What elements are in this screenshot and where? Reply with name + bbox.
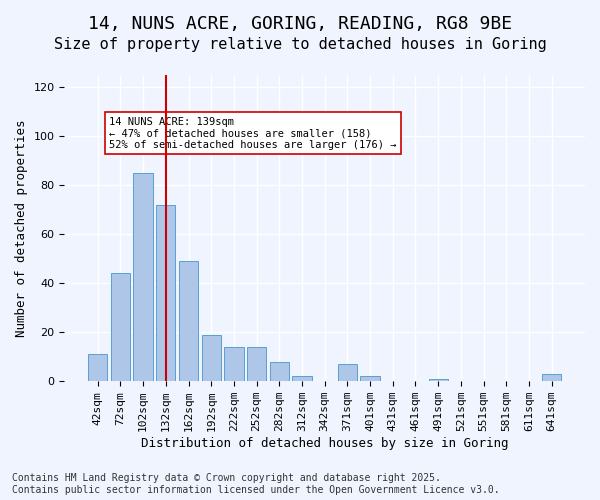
Bar (269, 362, 289, 381)
Bar (88, 354, 107, 381)
Text: 14 NUNS ACRE: 139sqm
← 47% of detached houses are smaller (158)
52% of semi-deta: 14 NUNS ACRE: 139sqm ← 47% of detached h… (109, 116, 397, 150)
Bar (111, 274, 130, 381)
Bar (292, 376, 311, 381)
Text: Size of property relative to detached houses in Goring: Size of property relative to detached ho… (53, 38, 547, 52)
Text: 14, NUNS ACRE, GORING, READING, RG8 9BE: 14, NUNS ACRE, GORING, READING, RG8 9BE (88, 15, 512, 33)
Bar (202, 334, 221, 381)
Bar (133, 173, 153, 381)
Bar (428, 379, 448, 381)
Bar (224, 347, 244, 381)
Bar (361, 376, 380, 381)
Y-axis label: Number of detached properties: Number of detached properties (15, 120, 28, 337)
X-axis label: Distribution of detached houses by size in Goring: Distribution of detached houses by size … (141, 437, 508, 450)
Bar (156, 205, 175, 381)
Text: Contains HM Land Registry data © Crown copyright and database right 2025.
Contai: Contains HM Land Registry data © Crown c… (12, 474, 500, 495)
Bar (542, 374, 562, 381)
Bar (247, 347, 266, 381)
Bar (179, 261, 198, 381)
Bar (338, 364, 357, 381)
